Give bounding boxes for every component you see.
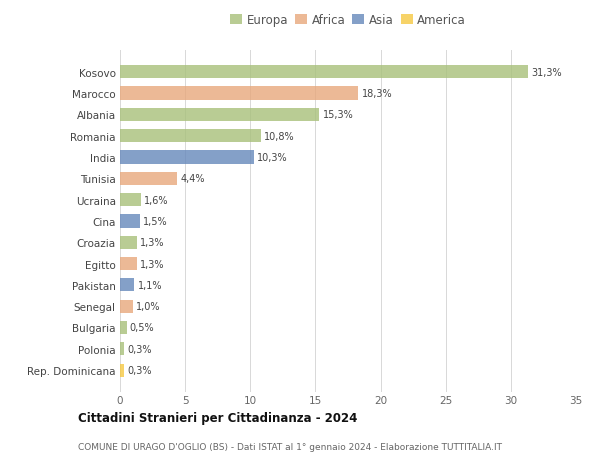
Bar (120, 300, 133, 313)
Text: 4,4%: 4,4% (181, 174, 205, 184)
Bar (120, 257, 137, 271)
Text: 0,3%: 0,3% (127, 344, 152, 354)
Text: 0,5%: 0,5% (130, 323, 154, 333)
Bar (120, 130, 261, 143)
Text: 18,3%: 18,3% (362, 89, 392, 99)
Text: 1,5%: 1,5% (143, 217, 167, 226)
Bar (120, 279, 134, 292)
Bar (120, 321, 127, 334)
Text: 10,3%: 10,3% (257, 153, 288, 162)
Bar (120, 364, 124, 377)
Bar (120, 215, 140, 228)
Bar (120, 194, 141, 207)
Bar (120, 236, 137, 249)
Bar (120, 151, 254, 164)
Text: 10,8%: 10,8% (264, 131, 295, 141)
Bar (120, 87, 358, 101)
Bar (120, 66, 528, 79)
Text: 1,6%: 1,6% (144, 195, 169, 205)
Text: 15,3%: 15,3% (323, 110, 353, 120)
Text: 0,3%: 0,3% (127, 365, 152, 375)
Text: 31,3%: 31,3% (531, 67, 562, 78)
Legend: Europa, Africa, Asia, America: Europa, Africa, Asia, America (227, 12, 469, 30)
Text: 1,3%: 1,3% (140, 259, 164, 269)
Bar (120, 342, 124, 356)
Text: 1,0%: 1,0% (136, 302, 161, 312)
Text: 1,1%: 1,1% (137, 280, 162, 290)
Text: Cittadini Stranieri per Cittadinanza - 2024: Cittadini Stranieri per Cittadinanza - 2… (78, 412, 358, 425)
Bar (120, 109, 319, 122)
Text: 1,3%: 1,3% (140, 238, 164, 248)
Bar (120, 172, 178, 185)
Text: COMUNE DI URAGO D'OGLIO (BS) - Dati ISTAT al 1° gennaio 2024 - Elaborazione TUTT: COMUNE DI URAGO D'OGLIO (BS) - Dati ISTA… (78, 442, 502, 451)
